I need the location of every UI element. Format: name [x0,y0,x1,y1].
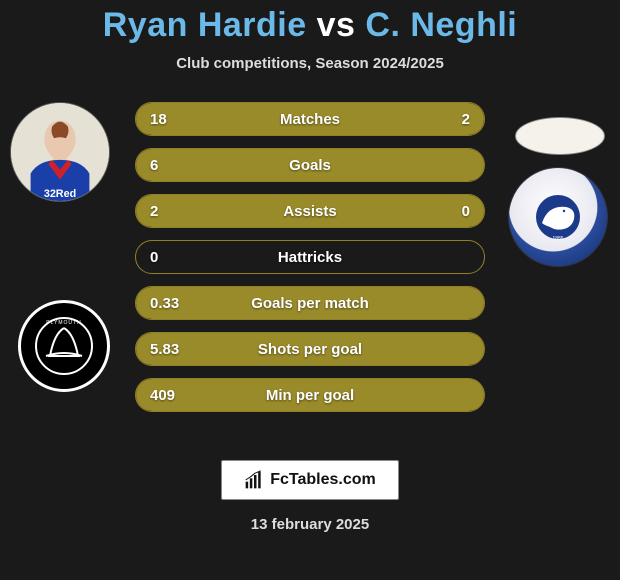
player1-name: Ryan Hardie [103,6,307,44]
stat-row: 5.83Shots per goal [135,332,485,366]
stat-bars: 18Matches26Goals2Assists00Hattricks0.33G… [135,102,485,424]
stat-row: 6Goals [135,148,485,182]
stat-label: Hattricks [136,249,484,266]
page-title: Ryan Hardie vs C. Neghli [0,0,620,45]
player2-photo-placeholder [515,117,605,155]
stat-row: 2Assists0 [135,194,485,228]
watermark-text: FcTables.com [270,471,376,489]
stat-row: 409Min per goal [135,378,485,412]
stat-row: 0Hattricks [135,240,485,274]
player1-photo: 32Red [10,102,110,202]
comparison-content: 32Red PLYMOUTH 1885 18Matches26Goals2Ass… [0,102,620,442]
player2-name: C. Neghli [365,6,517,44]
stat-label: Goals per match [136,295,484,312]
stat-row: 18Matches2 [135,102,485,136]
chart-icon [244,470,264,490]
stat-label: Matches [136,111,484,128]
watermark: FcTables.com [221,460,399,500]
stat-value-right: 2 [462,111,470,128]
stat-label: Min per goal [136,387,484,404]
player2-club-badge: 1885 [508,167,608,267]
stat-row: 0.33Goals per match [135,286,485,320]
subtitle: Club competitions, Season 2024/2025 [0,55,620,72]
svg-text:PLYMOUTH: PLYMOUTH [46,320,81,326]
svg-text:1885: 1885 [552,236,563,242]
stat-label: Goals [136,157,484,174]
svg-text:32Red: 32Red [44,188,76,200]
stat-label: Shots per goal [136,341,484,358]
player1-club-badge: PLYMOUTH [18,300,110,392]
stat-value-right: 0 [462,203,470,220]
vs-label: vs [317,6,356,44]
stat-label: Assists [136,203,484,220]
date: 13 february 2025 [0,516,620,533]
